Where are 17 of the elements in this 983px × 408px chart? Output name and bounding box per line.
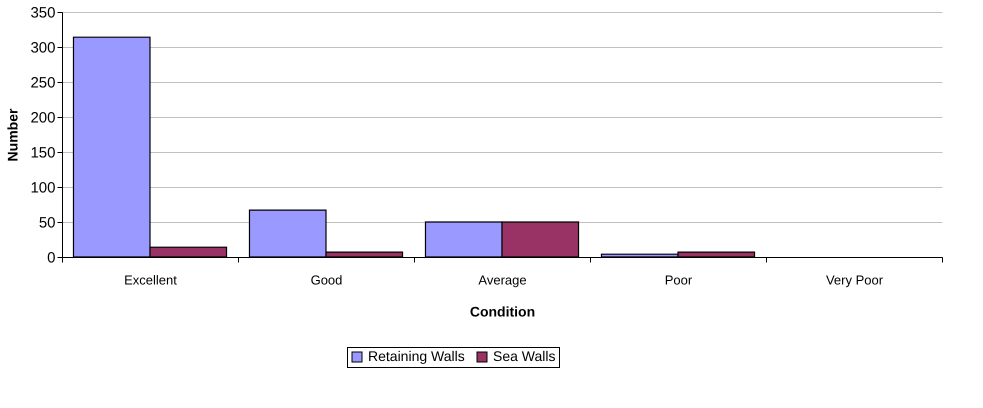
- y-tick-label: 250: [30, 74, 56, 92]
- x-tick-label: Excellent: [124, 272, 178, 288]
- x-tick-label: Poor: [664, 272, 693, 288]
- y-tick-label: 50: [38, 214, 56, 232]
- y-tick-label: 200: [30, 110, 56, 126]
- y-tick-label: 0: [47, 250, 56, 266]
- x-tick-label: Very Poor: [826, 272, 884, 288]
- y-tick-label: 350: [30, 4, 56, 22]
- y-axis-title: Number: [4, 108, 20, 162]
- x-tick-label: Average: [478, 272, 527, 288]
- y-tick-label: 150: [30, 144, 56, 162]
- legend-label: Sea Walls: [493, 348, 556, 364]
- legend-label: Retaining Walls: [368, 348, 465, 364]
- y-tick-label: 100: [30, 180, 56, 196]
- y-tick-label: 300: [30, 40, 56, 56]
- x-tick-label: Good: [310, 272, 342, 288]
- x-axis-title: Condition: [470, 304, 536, 320]
